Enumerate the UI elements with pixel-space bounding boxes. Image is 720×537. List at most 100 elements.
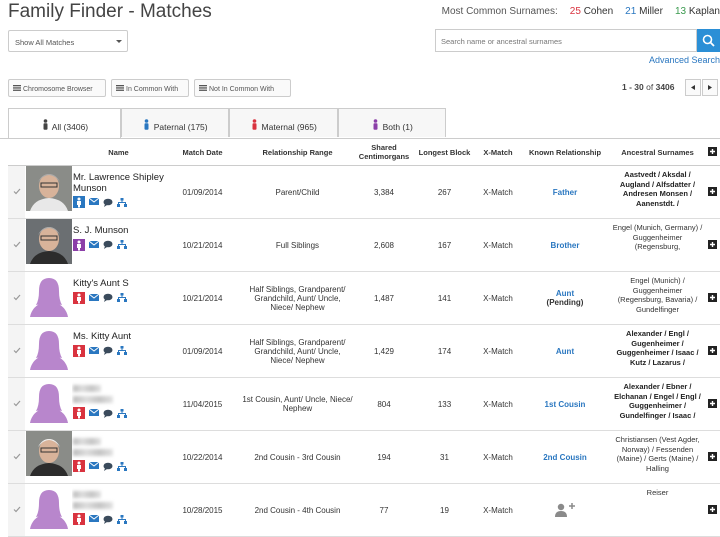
tree-icon[interactable] <box>117 293 127 302</box>
page-title: Family Finder - Matches <box>8 1 212 22</box>
email-icon[interactable] <box>89 240 99 249</box>
email-icon[interactable] <box>89 409 99 417</box>
tab[interactable]: Paternal (175) <box>121 108 229 137</box>
add-relationship-icon[interactable] <box>553 501 577 517</box>
note-icon[interactable] <box>103 462 113 471</box>
email-icon[interactable] <box>89 293 99 302</box>
advanced-search-link[interactable]: Advanced Search <box>648 55 720 65</box>
column-header: Relationship Range <box>240 139 355 166</box>
expand-cell[interactable] <box>705 430 720 484</box>
shared-cm[interactable]: 194 <box>355 430 413 484</box>
header-cell <box>705 139 720 166</box>
match-name[interactable]: Kitty's Aunt S <box>73 278 129 289</box>
tree-icon[interactable] <box>117 346 127 355</box>
known-relationship[interactable]: 2nd Cousin <box>543 452 587 462</box>
known-relationship[interactable]: Brother <box>550 240 580 250</box>
match-name[interactable]: S. J. Munson <box>73 225 129 236</box>
ancestral-surnames: Engel (Munich) / Guggenheimer (Regensbur… <box>617 276 698 314</box>
known-relationship[interactable]: Aunt <box>555 289 575 298</box>
select-cell[interactable] <box>8 218 25 272</box>
known-relationship[interactable]: Aunt <box>555 346 575 356</box>
surname-entry: 25 Cohen <box>570 6 613 17</box>
toolbar-button[interactable]: Not In Common With <box>194 79 291 97</box>
select-cell[interactable] <box>8 271 25 325</box>
match-actions <box>73 238 165 251</box>
tree-icon[interactable] <box>117 197 127 207</box>
select-cell[interactable] <box>8 324 25 378</box>
tree-icon[interactable] <box>117 461 127 471</box>
toolbar-button[interactable]: Chromosome Browser <box>8 79 106 97</box>
toolbar-button[interactable]: In Common With <box>111 79 189 97</box>
match-filter-select[interactable]: Show All Matches <box>8 30 128 52</box>
expand-icon[interactable] <box>708 239 717 249</box>
shared-cm[interactable]: 1,487 <box>355 271 413 325</box>
expand-cell[interactable] <box>705 165 720 219</box>
common-surnames: Most Common Surnames: 25 Cohen 21 Miller 13… <box>442 6 720 17</box>
expand-cell[interactable] <box>705 483 720 537</box>
match-actions <box>73 513 165 525</box>
select-cell[interactable] <box>8 483 25 537</box>
expand-cell[interactable] <box>705 271 720 325</box>
known-note: (Pending) <box>546 298 584 307</box>
note-icon[interactable] <box>103 409 113 418</box>
note-icon[interactable] <box>103 198 113 207</box>
shared-cm[interactable]: 1,429 <box>355 324 413 378</box>
note-icon[interactable] <box>103 515 113 524</box>
prev-page[interactable] <box>685 79 701 96</box>
match-row: Mr. Lawrence Shipley Munson 01/09/2014 Par… <box>8 165 720 219</box>
tree-icon[interactable] <box>117 408 127 418</box>
check-icon[interactable] <box>13 453 21 460</box>
expand-icon[interactable] <box>708 186 717 196</box>
note-icon[interactable] <box>103 293 113 302</box>
match-actions <box>73 460 165 472</box>
expand-icon[interactable] <box>708 398 717 408</box>
tab[interactable]: Maternal (965) <box>229 108 338 137</box>
check-icon[interactable] <box>13 400 21 407</box>
expand-icon[interactable] <box>708 345 717 355</box>
search-input[interactable]: Search name or ancestral surnames <box>435 29 697 52</box>
shared-cm[interactable]: 2,608 <box>355 218 413 272</box>
email-icon[interactable] <box>89 462 99 470</box>
email-icon[interactable] <box>89 515 99 523</box>
expand-icon[interactable] <box>708 504 717 514</box>
search-icon <box>702 34 715 47</box>
match-name[interactable]: Ms. Kitty Aunt <box>73 331 132 342</box>
expand-cell[interactable] <box>705 218 720 272</box>
search-button[interactable] <box>697 29 720 52</box>
match-name[interactable]: Mr. Lawrence Shipley Munson <box>73 172 164 194</box>
shared-cm[interactable]: 77 <box>355 483 413 537</box>
next-page[interactable] <box>702 79 718 96</box>
tree-icon[interactable] <box>117 240 127 249</box>
select-cell[interactable] <box>8 377 25 431</box>
select-cell[interactable] <box>8 165 25 219</box>
name-cell <box>72 483 165 537</box>
expand-icon[interactable] <box>708 451 717 461</box>
name-cell: Ms. Kitty Aunt <box>72 324 165 378</box>
avatar-cell <box>25 430 72 484</box>
expand-cell[interactable] <box>705 377 720 431</box>
match-row: Ms. Kitty Aunt 01/09/2014 Half Siblings, G… <box>8 324 720 378</box>
expand-cell[interactable] <box>705 324 720 378</box>
expand-icon[interactable] <box>708 292 717 302</box>
range: 1 - 30 <box>622 82 644 92</box>
tab[interactable]: Both (1) <box>338 108 446 137</box>
email-icon[interactable] <box>89 346 99 355</box>
shared-cm[interactable]: 804 <box>355 377 413 431</box>
known-relationship[interactable]: Father <box>552 187 578 197</box>
check-icon[interactable] <box>13 506 21 513</box>
add-column-icon[interactable] <box>708 146 717 156</box>
match-actions <box>73 344 165 357</box>
tab[interactable]: All (3406) <box>8 108 121 138</box>
check-icon[interactable] <box>13 294 21 301</box>
tree-icon[interactable] <box>117 514 127 524</box>
shared-cm[interactable]: 3,384 <box>355 165 413 219</box>
check-icon[interactable] <box>13 241 21 248</box>
select-cell[interactable] <box>8 430 25 484</box>
email-icon[interactable] <box>89 198 99 206</box>
known-relationship[interactable]: 1st Cousin <box>544 399 586 409</box>
avatar-cell <box>25 218 72 272</box>
note-icon[interactable] <box>103 346 113 355</box>
note-icon[interactable] <box>103 240 113 249</box>
check-icon[interactable] <box>13 188 21 195</box>
check-icon[interactable] <box>13 347 21 354</box>
